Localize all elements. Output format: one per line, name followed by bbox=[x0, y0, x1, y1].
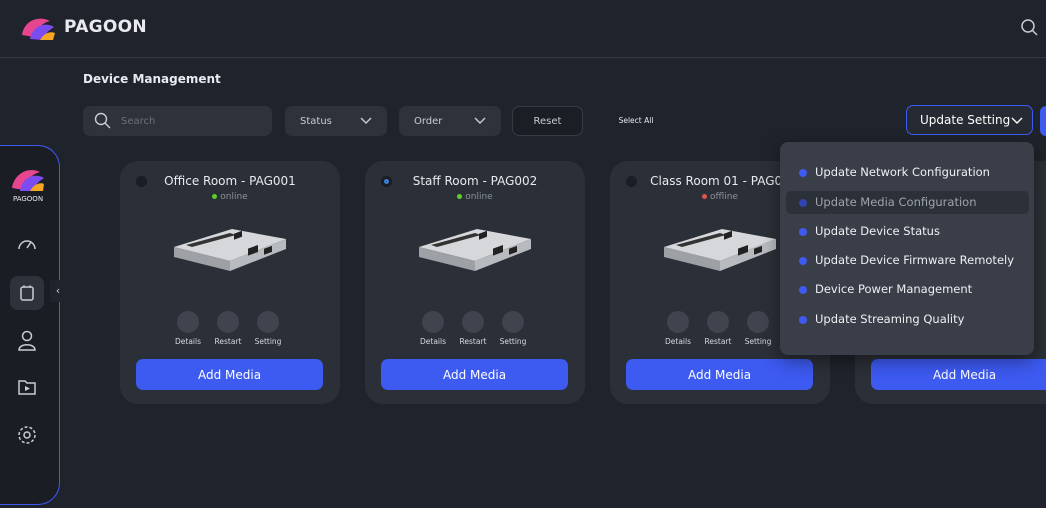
header: PAGOON bbox=[0, 0, 1046, 58]
action-icon[interactable] bbox=[707, 311, 729, 333]
chevron bbox=[474, 117, 486, 124]
reset-label: Reset bbox=[533, 115, 562, 127]
select-radio[interactable] bbox=[136, 176, 147, 187]
action-icon[interactable] bbox=[502, 311, 524, 333]
search-icon bbox=[94, 112, 111, 129]
brand: PAGOON bbox=[64, 17, 147, 37]
action-label: Setting bbox=[499, 337, 527, 346]
action-label: Restart bbox=[704, 337, 732, 346]
device-name: Class Room 01 - PAG00 bbox=[650, 174, 790, 188]
device-image bbox=[174, 229, 286, 271]
status-label: Status bbox=[300, 115, 332, 127]
item-dot bbox=[799, 199, 807, 207]
dashboard-icon[interactable] bbox=[16, 234, 38, 256]
device-name: Staff Room - PAG002 bbox=[412, 174, 538, 188]
menu-item[interactable]: Update Device Status bbox=[815, 224, 940, 238]
chevron bbox=[1011, 117, 1023, 124]
logo bbox=[22, 18, 55, 40]
action-icon[interactable] bbox=[462, 311, 484, 333]
action-label: Setting bbox=[254, 337, 282, 346]
search-placeholder: Search bbox=[121, 115, 156, 127]
add-media-button[interactable]: Add Media bbox=[136, 359, 323, 390]
add-media-button[interactable]: Add Media bbox=[381, 359, 568, 390]
update-setting-button[interactable]: Update Setting bbox=[906, 105, 1033, 135]
order-label: Order bbox=[414, 115, 443, 127]
device-name: Office Room - PAG001 bbox=[164, 174, 296, 188]
menu-item[interactable]: Update Media Configuration bbox=[815, 195, 977, 209]
action-label: Restart bbox=[459, 337, 487, 346]
device-glyph bbox=[20, 285, 34, 301]
dropdown-menu: Update Network Configuration Update Media… bbox=[780, 142, 1034, 355]
status-text: online bbox=[220, 192, 248, 202]
status-dot bbox=[702, 194, 708, 199]
logo bbox=[12, 169, 44, 191]
item-dot bbox=[799, 316, 807, 324]
device-status: offline bbox=[610, 192, 830, 202]
add-media-button[interactable]: Add Media bbox=[871, 359, 1046, 390]
device-image-wrap bbox=[170, 217, 290, 281]
menu-item[interactable]: Update Streaming Quality bbox=[815, 312, 965, 326]
settings-icon[interactable] bbox=[16, 424, 38, 446]
device-card: Staff Room - PAG002 online Details Restart S… bbox=[365, 161, 585, 404]
device-image-wrap bbox=[660, 217, 780, 281]
item-dot bbox=[799, 286, 807, 294]
sidebar: PAGOON bbox=[0, 145, 60, 505]
search-input[interactable]: Search bbox=[83, 106, 272, 136]
action-label: Restart bbox=[214, 337, 242, 346]
collapse-toggle[interactable]: ‹ bbox=[50, 280, 66, 302]
select-radio[interactable] bbox=[626, 176, 637, 187]
menu-item[interactable]: Update Network Configuration bbox=[815, 165, 990, 179]
item-dot bbox=[799, 257, 807, 265]
action-label: Setting bbox=[744, 337, 772, 346]
status-select[interactable]: Status bbox=[285, 106, 387, 136]
action-label: Details bbox=[419, 337, 446, 346]
action-icon[interactable] bbox=[257, 311, 279, 333]
device-card: Office Room - PAG001 online Details Restart… bbox=[120, 161, 340, 404]
device-image bbox=[419, 229, 531, 271]
device-image bbox=[664, 229, 776, 271]
action-icon[interactable] bbox=[422, 311, 444, 333]
order-select[interactable]: Order bbox=[399, 106, 501, 136]
reset-button[interactable]: Reset bbox=[512, 106, 583, 136]
user-icon[interactable] bbox=[16, 329, 38, 351]
item-dot bbox=[799, 169, 807, 177]
status-text: offline bbox=[710, 192, 738, 202]
device-status: online bbox=[120, 192, 340, 202]
devices-icon[interactable] bbox=[10, 276, 44, 310]
next-button[interactable] bbox=[1040, 106, 1046, 136]
menu-item[interactable]: Device Power Management bbox=[815, 282, 973, 296]
sidebar-brand: PAGOON bbox=[12, 195, 44, 203]
action-icon[interactable] bbox=[667, 311, 689, 333]
page-title: Device Management bbox=[83, 72, 221, 86]
action-icon[interactable] bbox=[177, 311, 199, 333]
item-dot bbox=[799, 228, 807, 236]
status-text: online bbox=[465, 192, 493, 202]
chevron bbox=[360, 117, 372, 124]
action-icon[interactable] bbox=[747, 311, 769, 333]
update-setting-label: Update Setting bbox=[920, 113, 1011, 127]
select-radio[interactable] bbox=[381, 176, 392, 187]
device-image-wrap bbox=[415, 217, 535, 281]
status-dot bbox=[212, 194, 218, 199]
action-label: Details bbox=[664, 337, 691, 346]
menu-item[interactable]: Update Device Firmware Remotely bbox=[815, 253, 1015, 267]
status-dot bbox=[457, 194, 463, 199]
action-icon[interactable] bbox=[217, 311, 239, 333]
device-status: online bbox=[365, 192, 585, 202]
select-all[interactable]: Select All bbox=[618, 116, 654, 125]
search-icon[interactable] bbox=[1020, 18, 1040, 38]
add-media-button[interactable]: Add Media bbox=[626, 359, 813, 390]
action-label: Details bbox=[174, 337, 201, 346]
hover-row bbox=[786, 191, 1029, 214]
media-icon[interactable] bbox=[16, 376, 38, 398]
